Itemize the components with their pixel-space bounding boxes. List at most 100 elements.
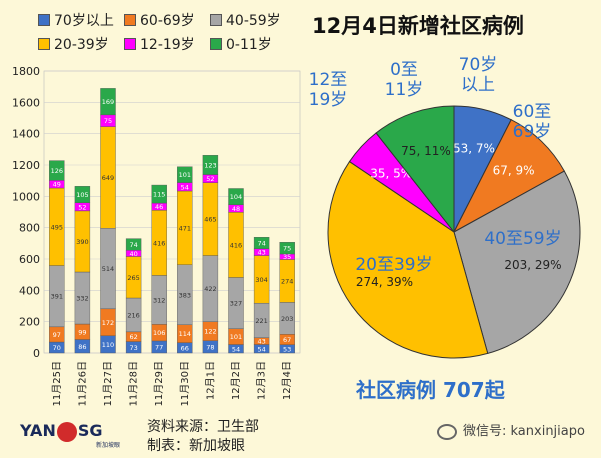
data-label: 304 [255, 276, 267, 284]
pie-category-label-line: 19岁 [309, 90, 348, 110]
data-label: 422 [204, 285, 216, 293]
y-tick-label: 1200 [12, 159, 40, 172]
x-tick-label: 12月4日 [281, 361, 293, 400]
y-tick-label: 800 [19, 222, 40, 235]
legend-label: 40-59岁 [226, 13, 281, 29]
data-label: 74 [129, 241, 137, 249]
pie-category-label: 12至 19岁 [309, 70, 348, 110]
page-title: 12月4日新增社区病例 [312, 14, 524, 38]
watermark: 微信号: kanxinjiapo [437, 420, 585, 440]
legend-label: 60-69岁 [140, 13, 195, 29]
pie-category-label: 0至 11岁 [385, 60, 424, 100]
pie-category-label: 60至 69岁 [513, 102, 552, 142]
data-label: 101 [230, 333, 242, 341]
y-tick-label: 1800 [12, 65, 40, 78]
bar-segment [228, 188, 244, 205]
data-label: 265 [127, 274, 139, 282]
footer-maker: 制表：新加坡眼 [147, 438, 245, 454]
data-label: 383 [179, 291, 191, 299]
data-label: 54 [181, 183, 189, 191]
legend-item: 20-39岁 [38, 34, 109, 54]
logo-text-left: YAN [20, 421, 56, 440]
data-label: 126 [51, 167, 63, 175]
data-label: 67 [283, 336, 291, 344]
pie-data-label: 203, 29% [504, 258, 561, 272]
x-tick-label: 12月3日 [256, 361, 268, 400]
data-label: 332 [76, 295, 88, 303]
y-tick-label: 1400 [12, 128, 40, 141]
data-label: 73 [129, 344, 137, 352]
watermark-text: 微信号: kanxinjiapo [463, 424, 585, 439]
legend-label: 0-11岁 [226, 37, 272, 53]
legend-swatch [38, 38, 50, 50]
pie-category-label: 70岁以上 [459, 55, 498, 95]
bar-segment [74, 186, 91, 203]
community-total: 社区病例 707起 [356, 378, 505, 402]
data-label: 416 [153, 239, 165, 247]
data-label: 465 [204, 216, 216, 224]
x-tick-label: 11月27日 [102, 361, 114, 406]
data-label: 74 [257, 240, 265, 248]
legend-label: 12-19岁 [140, 37, 195, 53]
data-label: 75 [283, 245, 291, 253]
data-label: 514 [102, 265, 114, 273]
bar-segment [49, 160, 65, 181]
x-tick-label: 12月1日 [204, 361, 216, 400]
pie-category-label-line: 11岁 [385, 80, 424, 100]
legend-label: 20-39岁 [54, 37, 109, 53]
data-label: 105 [76, 191, 88, 199]
y-tick-label: 200 [19, 316, 40, 329]
data-label: 49 [53, 181, 61, 189]
footer-source: 资料来源：卫生部 [147, 419, 259, 435]
legend-swatch [124, 14, 136, 26]
data-label: 495 [51, 223, 63, 231]
bar-segment [253, 237, 270, 250]
pie-category-label-line: 以上 [461, 75, 495, 95]
legend-item: 0-11岁 [210, 34, 272, 54]
data-label: 416 [230, 241, 242, 249]
x-tick-label: 11月26日 [76, 361, 88, 406]
bar-segment [125, 238, 142, 251]
data-label: 104 [230, 193, 242, 201]
y-tick-label: 400 [19, 284, 40, 297]
data-label: 66 [181, 344, 189, 352]
data-label: 471 [179, 224, 191, 232]
logo-subtitle: 新加坡眼 [96, 442, 121, 449]
legend-swatch [210, 14, 222, 26]
footer: 资料来源：卫生部 制表：新加坡眼 [147, 418, 259, 456]
data-label: 169 [102, 98, 114, 106]
data-label: 48 [232, 205, 240, 213]
data-label: 35 [283, 253, 291, 261]
data-label: 391 [51, 293, 63, 301]
bar-segment [177, 166, 193, 183]
pie-category-label: 20至39岁 [355, 255, 432, 275]
y-tick-label: 600 [19, 253, 40, 266]
data-label: 46 [155, 203, 163, 211]
pie-data-label: 35, 5% [370, 167, 412, 181]
data-label: 110 [102, 341, 114, 349]
data-label: 77 [155, 343, 163, 351]
legend-swatch [210, 38, 222, 50]
legend-swatch [38, 14, 50, 26]
data-label: 649 [102, 174, 114, 182]
data-label: 101 [179, 171, 191, 179]
pie-data-label: 75, 11% [401, 144, 451, 158]
pie-category-label: 40至59岁 [484, 229, 561, 249]
data-label: 390 [76, 238, 88, 246]
data-label: 122 [204, 328, 216, 336]
data-label: 52 [206, 175, 214, 183]
data-label: 221 [255, 317, 267, 325]
y-tick-label: 1000 [12, 190, 40, 203]
logo-text-right: SG [77, 421, 103, 440]
wechat-icon [437, 423, 457, 440]
legend-swatch [124, 38, 136, 50]
y-tick-label: 1600 [12, 96, 40, 109]
data-label: 274 [281, 277, 293, 285]
x-tick-label: 12月2日 [230, 361, 242, 400]
data-label: 114 [179, 330, 191, 338]
data-label: 216 [127, 311, 139, 319]
data-label: 62 [129, 333, 137, 341]
data-label: 312 [153, 296, 165, 304]
pie-category-label-line: 70岁 [459, 55, 498, 75]
